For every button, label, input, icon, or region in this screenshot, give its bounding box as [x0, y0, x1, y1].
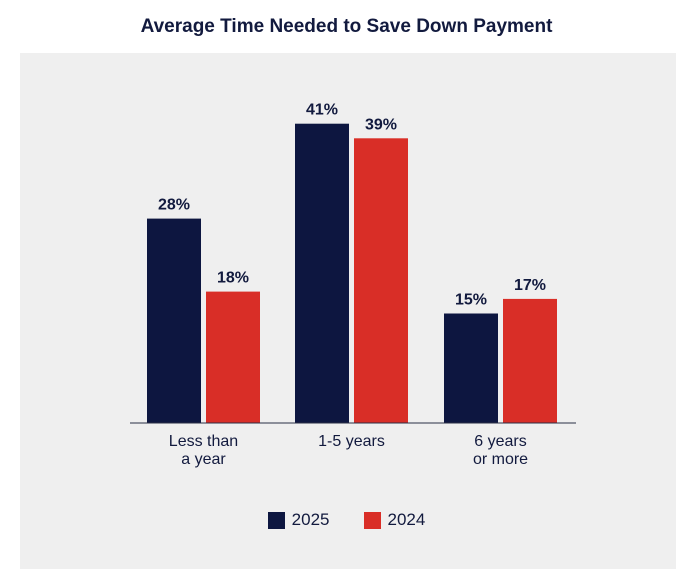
- bar-2024-0: [206, 291, 260, 423]
- bar-2025-1: [295, 123, 349, 423]
- category-label-2: 6 years or more: [473, 433, 528, 468]
- legend-item-2024: 2024: [363, 510, 426, 530]
- legend-item-2025: 2025: [267, 510, 330, 530]
- bar-2025-2: [444, 313, 498, 423]
- bar-2024-2: [503, 298, 557, 423]
- legend-label: 2024: [387, 510, 426, 529]
- data-label-2024-2: 17%: [514, 277, 546, 294]
- bar-2024-1: [354, 138, 408, 424]
- data-label-2025-0: 28%: [158, 197, 190, 214]
- chart-title: Average Time Needed to Save Down Payment: [140, 16, 553, 37]
- legend-swatch: [267, 511, 285, 529]
- bar-2025-0: [147, 218, 201, 423]
- data-label-2025-1: 41%: [306, 102, 338, 119]
- legend-swatch: [363, 511, 381, 529]
- data-label-2025-2: 15%: [455, 292, 487, 309]
- data-label-2024-0: 18%: [217, 270, 249, 287]
- category-label-0: Less than a year: [169, 433, 238, 468]
- legend: 2025 2024: [0, 510, 693, 530]
- legend-label: 2025: [291, 510, 330, 529]
- data-label-2024-1: 39%: [365, 116, 397, 133]
- category-label-1: 1-5 years: [318, 433, 385, 450]
